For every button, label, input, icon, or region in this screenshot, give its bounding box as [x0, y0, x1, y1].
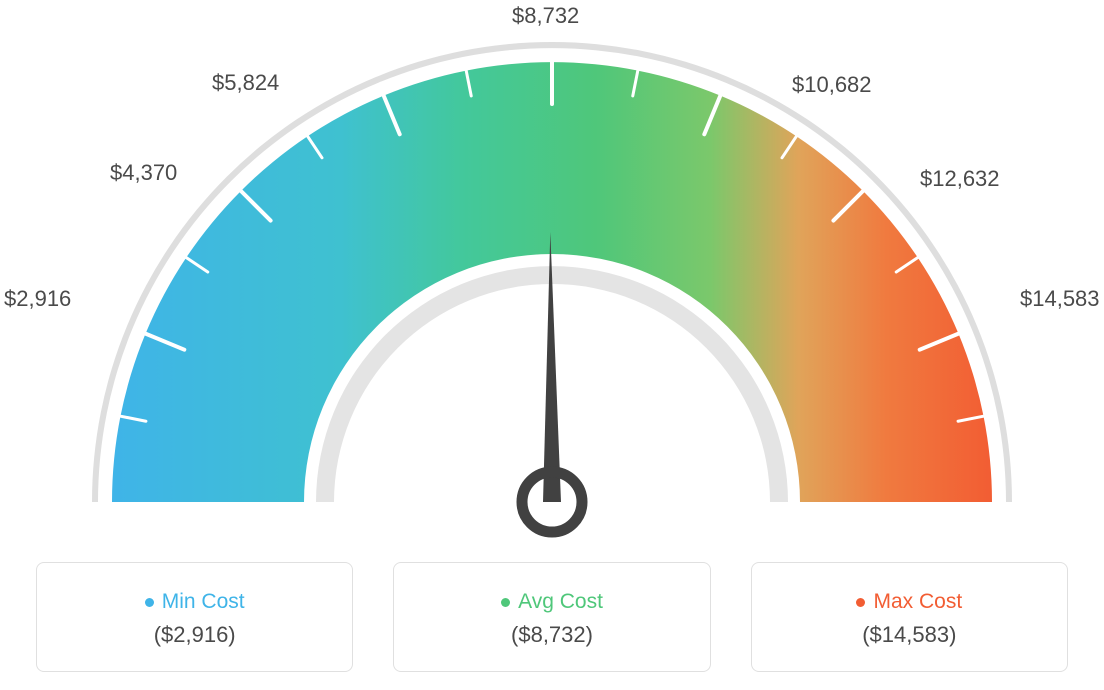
gauge-svg [52, 20, 1052, 540]
gauge-tick-label: $5,824 [212, 70, 279, 96]
legend-value-max: ($14,583) [862, 622, 956, 648]
legend-title-text: Avg Cost [518, 590, 603, 614]
gauge-tick-label: $8,732 [512, 3, 579, 29]
legend-title-text: Max Cost [873, 590, 962, 614]
cost-gauge-chart: $2,916 $4,370 $5,824 $8,732 $10,682 $12,632 $1… [0, 0, 1104, 690]
legend-title-text: Min Cost [162, 590, 245, 614]
legend-card-avg: Avg Cost ($8,732) [393, 562, 710, 672]
gauge-area: $2,916 $4,370 $5,824 $8,732 $10,682 $12,632 $1… [0, 0, 1104, 540]
dot-icon [856, 598, 865, 607]
gauge-tick-label: $14,583 [1020, 286, 1100, 312]
legend-card-max: Max Cost ($14,583) [751, 562, 1068, 672]
dot-icon [501, 598, 510, 607]
gauge-tick-label: $12,632 [920, 166, 1000, 192]
legend-row: Min Cost ($2,916) Avg Cost ($8,732) Max … [0, 562, 1104, 672]
gauge-tick-label: $10,682 [792, 72, 872, 98]
gauge-tick-label: $4,370 [110, 160, 177, 186]
legend-card-min: Min Cost ($2,916) [36, 562, 353, 672]
gauge-tick-label: $2,916 [4, 286, 71, 312]
legend-title-max: Max Cost [856, 590, 962, 614]
legend-title-avg: Avg Cost [501, 590, 603, 614]
legend-title-min: Min Cost [145, 590, 245, 614]
dot-icon [145, 598, 154, 607]
legend-value-min: ($2,916) [154, 622, 236, 648]
legend-value-avg: ($8,732) [511, 622, 593, 648]
